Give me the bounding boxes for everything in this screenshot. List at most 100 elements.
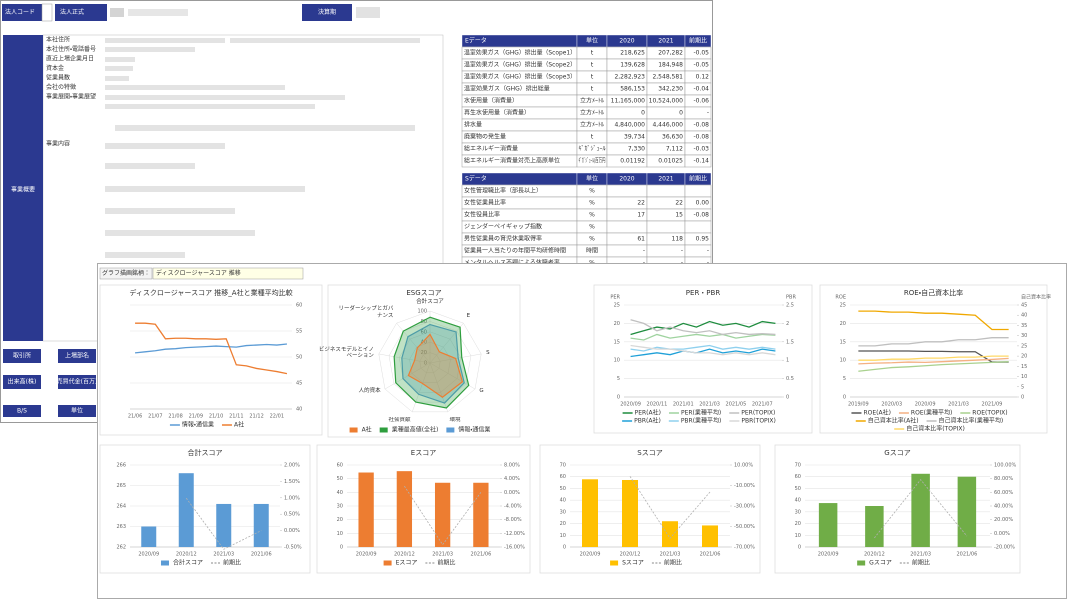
table-cell (646, 220, 686, 234)
chart-panel (819, 284, 1048, 434)
chart-panel (593, 284, 813, 434)
legend-item: PBR(A社) (622, 417, 661, 425)
y-tick-label: 60 (337, 463, 343, 469)
selector-label-cell (99, 267, 153, 280)
table-cell (606, 220, 648, 234)
table-cell (606, 184, 648, 198)
legend-item: PER(A社) (622, 409, 661, 417)
axis-label: リーダーシップとガバナンス (338, 306, 394, 319)
chart-panel (316, 444, 531, 574)
x-tick-label: 22/01 (270, 414, 284, 420)
blurred-text (105, 208, 235, 214)
cell-value: - (707, 248, 709, 255)
selector-input[interactable] (152, 267, 304, 280)
bar (662, 521, 678, 547)
y-tick-label: 50 (560, 486, 566, 492)
legend-item: ROE(業種平均) (898, 409, 952, 417)
y-tick-label: 10 (614, 358, 620, 364)
blurred-text (230, 38, 420, 43)
legend-label: 合計スコア (173, 559, 203, 567)
legend-label: 自己資本比率(TOPIX) (906, 425, 965, 433)
line-series (630, 319, 776, 336)
row-label: 男性従業員の育児休業取得率 (464, 235, 542, 243)
legend-label: A社 (234, 421, 244, 429)
cell-value: 0 (641, 110, 645, 117)
legend-item: 自己資本比率(業種平均) (926, 417, 1003, 425)
x-tick-label: 2021/09 (982, 402, 1003, 408)
cell-value: % (589, 188, 595, 195)
row-label: 女性従業員比率 (464, 199, 506, 207)
y2-tick-label: 30 (1021, 333, 1027, 339)
legend-label: Sスコア (622, 560, 644, 567)
spoke (411, 362, 431, 412)
axis-label-box: G (479, 388, 484, 395)
legend-swatch (160, 560, 169, 566)
x-tick-label: 2021/03 (910, 552, 931, 558)
line-series (185, 497, 262, 550)
cell-value: 184,948 (658, 62, 683, 69)
legend-label: PBR(TOPIX) (741, 418, 775, 425)
chart-title: ESGスコア (406, 289, 441, 297)
y-tick-label: 25 (614, 303, 620, 309)
y-tick-label: 70 (795, 463, 801, 469)
legend-item: ROE(A社) (851, 409, 891, 417)
label-cell (3, 349, 41, 363)
y2-tick-label: -30.00% (734, 504, 755, 510)
y2-tick-label: 2.00% (284, 463, 300, 469)
y-tick-label: 70 (560, 463, 566, 469)
y-tick-label: 20 (840, 321, 846, 327)
x-tick-label: 2021/03 (699, 402, 720, 408)
cell-value: 4,446,000 (652, 122, 683, 129)
y-axis-label: PER (610, 295, 620, 301)
axis-label-box: リーダーシップとガバナンス (338, 306, 394, 319)
blurred-text (105, 186, 305, 192)
y2-tick-label: -12.00% (504, 531, 525, 537)
legend-label: 前期比 (664, 559, 682, 567)
y-axis-label: ROE (835, 295, 846, 301)
x-tick-label: 2021/03 (948, 402, 969, 408)
x-tick-label: 2020/03 (881, 402, 902, 408)
bar (434, 482, 451, 547)
cell-value: -0.05 (693, 62, 709, 69)
blurred-text (105, 47, 195, 52)
r-tick-label: 60 (421, 329, 427, 335)
blurred-text (105, 104, 315, 109)
label-cell (302, 4, 352, 21)
section-label: 事業概要 (11, 186, 35, 194)
chart-title: Sスコア (637, 449, 662, 457)
column-header: 前期比 (689, 37, 707, 45)
legend-item: A社 (221, 421, 244, 429)
blurred-text (105, 230, 255, 236)
axis-label: G (479, 388, 484, 395)
cell-value: 11,165,000 (611, 98, 646, 105)
line-series (858, 337, 1009, 347)
axis-label-box: E (467, 313, 470, 319)
x-tick-label: 2020/09 (915, 402, 936, 408)
y2-tick-label: 1.00% (284, 495, 300, 501)
spoke (429, 323, 464, 364)
legend-item: Eスコア (383, 560, 417, 567)
x-tick-label: 21/12 (249, 414, 263, 420)
cell-value: % (589, 212, 595, 219)
y2-tick-label: 40 (1021, 313, 1027, 319)
cell-value: 586,153 (620, 86, 645, 93)
axis-label: 環境 (449, 416, 461, 423)
y-tick-label: 20 (614, 321, 620, 327)
legend-swatch (383, 560, 392, 566)
y2-tick-label: 80.00% (994, 476, 1013, 482)
bar (865, 506, 884, 547)
row-label: ジェンダーペイギャップ指数 (464, 223, 542, 231)
line-series (135, 322, 288, 375)
y-tick-label: 60 (296, 303, 302, 309)
y2-tick-label: 0.50% (284, 512, 300, 518)
cell-value: 61 (637, 236, 645, 243)
x-tick-label: 21/07 (148, 414, 162, 420)
y2-tick-label: 0.00% (504, 490, 520, 496)
axis-label: S (486, 349, 490, 356)
y-tick-label: 25 (840, 303, 846, 309)
y2-tick-label: -20.00% (994, 545, 1015, 551)
legend-item: ROE(TOPIX) (960, 410, 1008, 417)
x-tick-label: 2021/06 (470, 552, 491, 558)
spoke (429, 362, 476, 390)
